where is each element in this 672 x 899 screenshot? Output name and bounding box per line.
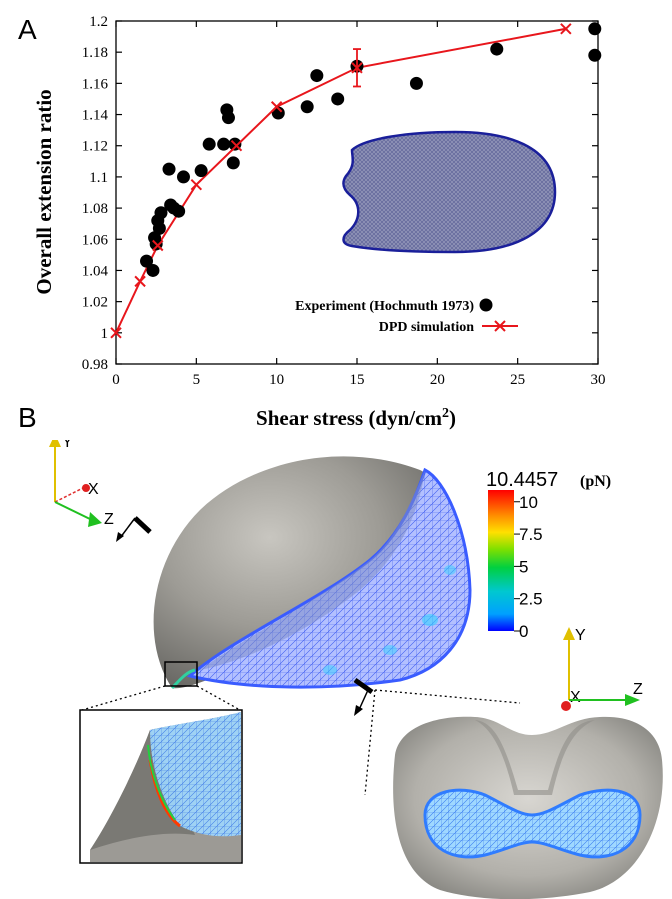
y-tick-label: 1.02 — [82, 295, 108, 311]
experiment-point — [172, 204, 186, 218]
svg-text:Z: Z — [633, 681, 643, 698]
colorbar-gradient — [488, 490, 514, 631]
y-tick-label: 1.2 — [89, 14, 108, 30]
experiment-point — [409, 76, 423, 90]
colorbar-tick-label: 10 — [519, 493, 538, 512]
y-tick-label: 1.1 — [89, 170, 108, 186]
deformed-rbc-model — [153, 456, 472, 690]
dpd-simulation-line — [115, 27, 567, 334]
legend-experiment-marker — [479, 298, 493, 312]
y-tick-label: 1.18 — [82, 45, 108, 61]
rbc-cross-section — [393, 716, 663, 899]
x-tick-label: 0 — [112, 372, 120, 388]
experiment-point — [310, 69, 324, 83]
experiment-point — [202, 137, 216, 151]
panel-label-b: B — [18, 402, 37, 433]
y-tick-label: 1.14 — [82, 108, 109, 124]
rbc-mesh-inset — [342, 130, 557, 254]
svg-text:Y: Y — [575, 627, 586, 644]
experiment-point — [588, 48, 602, 62]
y-axis-ticks: 0.98 1 1.02 1.04 1.06 1.08 1.1 1.12 1.14 1.16 1.18… — [82, 14, 598, 373]
colorbar-tick-label: 0 — [519, 622, 528, 641]
colorbar-tick-label: 5 — [519, 557, 528, 576]
svg-text:X: X — [570, 689, 581, 706]
zoom-inset — [79, 709, 243, 864]
experiment-point — [331, 92, 345, 106]
legend-simulation-marker — [494, 320, 506, 332]
experiment-point — [176, 170, 190, 184]
simulation-point — [190, 178, 203, 191]
y-tick-label: 1.04 — [82, 263, 109, 279]
legend-simulation-label: DPD simulation — [379, 320, 475, 335]
experiment-point — [146, 263, 160, 277]
simulation-point — [230, 140, 243, 152]
x-tick-label: 5 — [193, 372, 201, 388]
extension-ratio-chart: 0 5 10 15 20 25 30 0.98 1 1.02 1.04 1.06 1.08 1.1 1.1… — [32, 14, 606, 430]
experiment-point — [226, 156, 240, 170]
experiment-point — [300, 100, 314, 114]
colorbar-tick-label: 2.5 — [519, 590, 543, 609]
dpd-simulation-markers — [110, 23, 572, 339]
experiment-point — [140, 254, 154, 268]
y-tick-label: 1.08 — [82, 201, 108, 217]
experiment-point — [490, 42, 504, 56]
simulation-point — [152, 239, 164, 252]
x-axis-title: Shear stress (dyn/cm2) — [256, 406, 456, 430]
simulation-point — [110, 327, 122, 339]
y-tick-label: 1 — [101, 326, 109, 342]
simulation-point — [270, 101, 283, 113]
legend-experiment-label: Experiment (Hochmuth 1973) — [295, 299, 474, 314]
colorbar-tick-label: 7.5 — [519, 525, 543, 544]
simulation-point — [134, 275, 146, 288]
axis-triad-left: Y X Z — [49, 440, 114, 528]
experiment-point — [162, 162, 176, 176]
y-tick-label: 1.16 — [82, 76, 109, 92]
x-tick-label: 15 — [350, 372, 365, 388]
cut-plane-arrow-right — [353, 677, 521, 796]
y-tick-label: 1.12 — [82, 139, 108, 155]
x-tick-label: 20 — [430, 372, 445, 388]
zoom-box-small — [164, 661, 198, 687]
x-tick-label: 30 — [591, 372, 606, 388]
experiment-point — [152, 221, 166, 235]
experiment-point — [217, 137, 231, 151]
x-tick-label: 10 — [269, 372, 284, 388]
experiment-point — [194, 164, 208, 178]
simulation-point — [560, 23, 572, 35]
colorbar-unit: (pN) — [580, 473, 611, 490]
experiment-point — [154, 206, 168, 220]
colorbar-max-label: 10.4457 — [486, 469, 558, 491]
cut-plane-arrow-left — [116, 516, 152, 542]
panel-label-a: A — [18, 14, 37, 45]
force-colorbar: 10.4457 (pN) 10 7.5 5 2.5 0 — [486, 469, 611, 641]
legend: Experiment (Hochmuth 1973) DPD simulatio… — [295, 298, 518, 335]
x-tick-label: 25 — [510, 372, 525, 388]
svg-text:X: X — [88, 481, 99, 498]
svg-text:Y: Y — [62, 440, 73, 451]
y-tick-label: 1.06 — [82, 232, 109, 248]
experiment-point — [588, 22, 602, 36]
axis-triad-right: Y X Z — [561, 627, 643, 711]
y-tick-label: 0.98 — [82, 357, 108, 373]
y-axis-title: Overall extension ratio — [32, 89, 56, 294]
x-axis-ticks: 0 5 10 15 20 25 30 — [112, 21, 606, 388]
simulation-polyline — [115, 27, 567, 334]
experiment-point — [221, 111, 235, 125]
svg-text:Z: Z — [104, 511, 114, 528]
rbc-force-illustration: Y X Z 10.4457 (pN) — [49, 440, 663, 899]
